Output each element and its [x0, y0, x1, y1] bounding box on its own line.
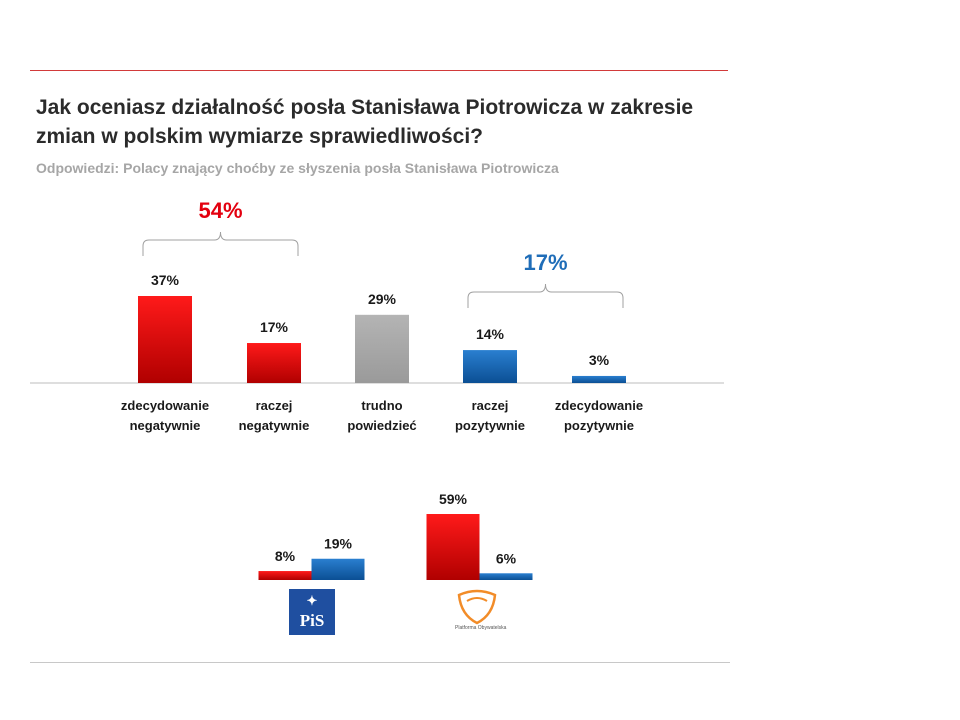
party-value-label-0-1: 19% — [324, 536, 353, 552]
party-value-label-0-0: 8% — [275, 548, 296, 564]
bar-3 — [463, 350, 517, 383]
group-bracket-0 — [142, 231, 299, 256]
group-bracket-1 — [467, 283, 624, 308]
pis-logo-text: PiS — [299, 611, 325, 630]
category-label-4-0: zdecydowanie — [555, 398, 643, 413]
group-total-label-0: 54% — [198, 198, 242, 223]
bar-value-label-1: 17% — [260, 319, 289, 335]
bar-4 — [572, 375, 626, 383]
category-label-1-0: raczej — [256, 398, 293, 413]
top-divider — [30, 70, 728, 71]
party-bar-1-0 — [426, 514, 480, 580]
chart-subtitle: Odpowiedzi: Polacy znający choćby ze sły… — [36, 160, 559, 176]
pis-logo-icon: ✦ PiS — [289, 589, 335, 635]
bar-value-label-4: 3% — [589, 352, 610, 368]
category-label-1-1: negatywnie — [239, 418, 310, 433]
group-total-label-1: 17% — [523, 250, 567, 275]
party-bar-1-1 — [479, 573, 533, 580]
party-value-label-1-1: 6% — [496, 550, 517, 566]
po-logo-text: Platforma Obywatelska — [455, 625, 507, 631]
category-label-2-1: powiedzieć — [347, 418, 416, 433]
category-label-2-0: trudno — [361, 398, 402, 413]
category-label-0-0: zdecydowanie — [121, 398, 209, 413]
party-bar-0-0 — [258, 571, 312, 580]
bar-value-label-3: 14% — [476, 326, 505, 342]
platforma-obywatelska-logo-icon: Platforma Obywatelska — [447, 585, 507, 641]
bar-value-label-0: 37% — [151, 272, 180, 288]
category-label-3-1: pozytywnie — [455, 418, 525, 433]
party-bar-0-1 — [311, 558, 365, 580]
bar-2 — [355, 314, 409, 383]
chart-title: Jak oceniasz działalność posła Stanisław… — [36, 96, 694, 148]
bar-value-label-2: 29% — [368, 291, 397, 307]
bar-0 — [138, 296, 192, 383]
party-value-label-1-0: 59% — [439, 491, 468, 507]
category-label-4-1: pozytywnie — [564, 418, 634, 433]
category-label-0-1: negatywnie — [130, 418, 201, 433]
category-label-3-0: raczej — [472, 398, 509, 413]
bottom-divider — [30, 662, 730, 663]
bar-1 — [247, 343, 301, 383]
